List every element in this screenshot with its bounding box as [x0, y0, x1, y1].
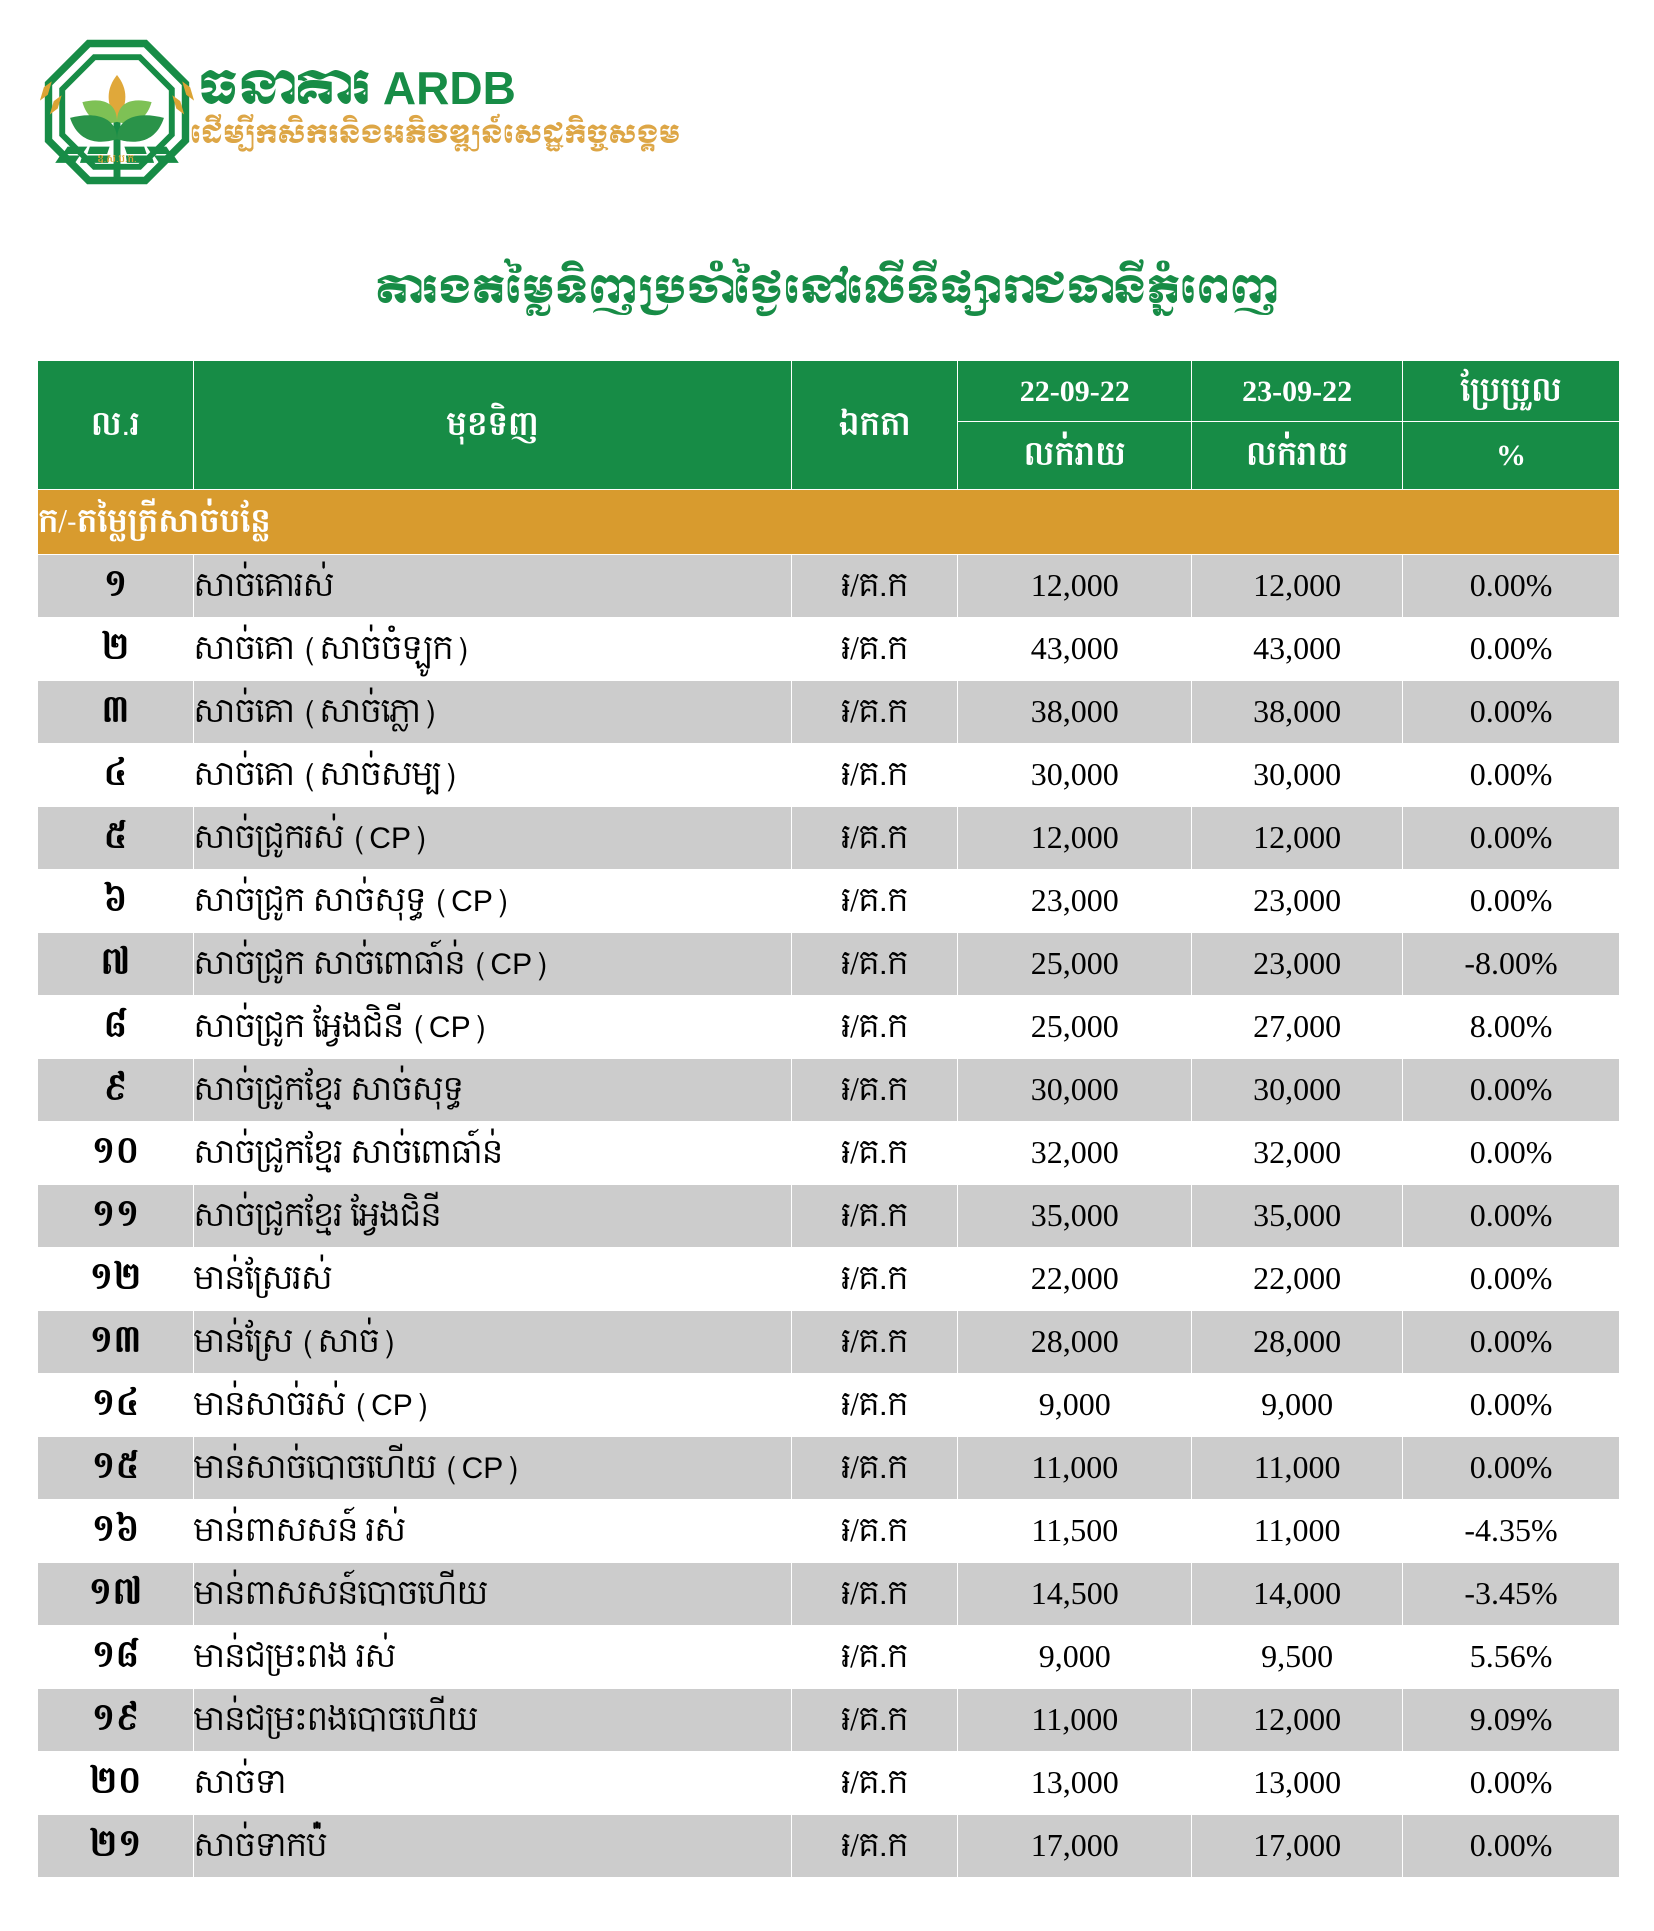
svg-text:ឧ.ស.ប.ក.: ឧ.ស.ប.ក. — [97, 152, 136, 168]
